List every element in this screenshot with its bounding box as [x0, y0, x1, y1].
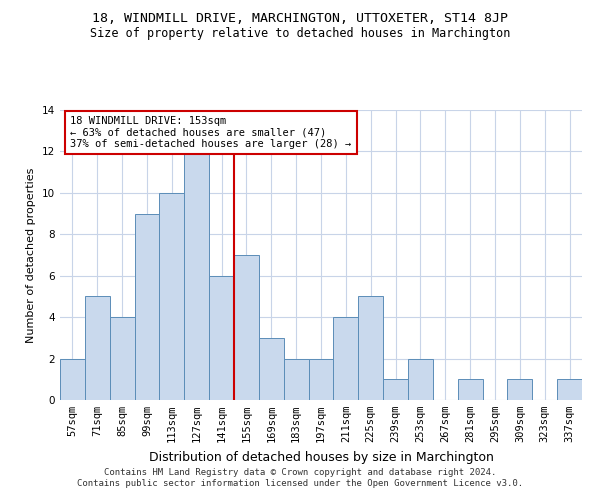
- Bar: [334, 317, 358, 400]
- Bar: [508, 380, 532, 400]
- Bar: [308, 358, 334, 400]
- Bar: [160, 193, 184, 400]
- Bar: [458, 380, 482, 400]
- Text: 18, WINDMILL DRIVE, MARCHINGTON, UTTOXETER, ST14 8JP: 18, WINDMILL DRIVE, MARCHINGTON, UTTOXET…: [92, 12, 508, 26]
- Bar: [60, 358, 85, 400]
- Bar: [383, 380, 408, 400]
- Bar: [85, 296, 110, 400]
- Text: Size of property relative to detached houses in Marchington: Size of property relative to detached ho…: [90, 28, 510, 40]
- Text: Contains HM Land Registry data © Crown copyright and database right 2024.
Contai: Contains HM Land Registry data © Crown c…: [77, 468, 523, 487]
- Bar: [557, 380, 582, 400]
- Text: 18 WINDMILL DRIVE: 153sqm
← 63% of detached houses are smaller (47)
37% of semi-: 18 WINDMILL DRIVE: 153sqm ← 63% of detac…: [70, 116, 352, 149]
- Bar: [110, 317, 134, 400]
- Y-axis label: Number of detached properties: Number of detached properties: [26, 168, 37, 342]
- Bar: [209, 276, 234, 400]
- Bar: [284, 358, 308, 400]
- Bar: [184, 152, 209, 400]
- Bar: [408, 358, 433, 400]
- Bar: [234, 255, 259, 400]
- Bar: [358, 296, 383, 400]
- Bar: [259, 338, 284, 400]
- Bar: [134, 214, 160, 400]
- X-axis label: Distribution of detached houses by size in Marchington: Distribution of detached houses by size …: [149, 450, 493, 464]
